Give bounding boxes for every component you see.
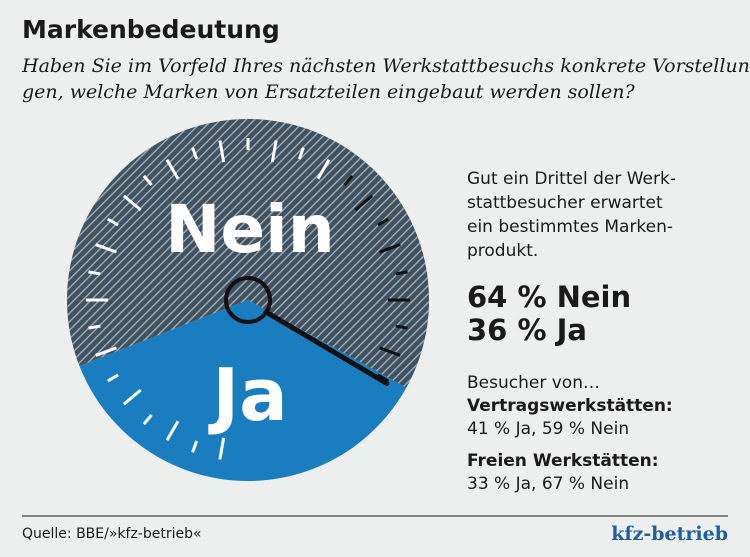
gauge-tick <box>191 147 199 160</box>
details-heading: Besucher von… <box>467 373 600 393</box>
gauge-tick <box>297 147 305 160</box>
gauge-tick <box>95 243 117 254</box>
gauge-tick <box>379 346 401 357</box>
description: produkt. <box>467 241 538 261</box>
brand-logo: kfz-betrieb <box>611 523 728 545</box>
gauge-tick <box>377 373 390 383</box>
description: Gut ein Drittel der Werk- <box>467 169 676 189</box>
detail-label: Freien Werkstätten: <box>467 451 659 471</box>
gauge-tick <box>343 174 354 187</box>
gauge-tick <box>142 413 153 426</box>
gauge-tick <box>218 140 226 163</box>
description: ein bestimmtes Marken- <box>467 217 673 237</box>
slice-label: Ja <box>207 353 287 437</box>
gauge-tick <box>142 174 153 187</box>
gauge-tick <box>106 373 119 383</box>
description: stattbesucher erwartet <box>467 193 663 213</box>
gauge-tick <box>165 158 180 180</box>
gauge-tick <box>95 346 117 357</box>
value-label: 64 % Nein <box>467 280 631 314</box>
gauge-tick <box>395 270 408 276</box>
gauge-tick <box>379 243 401 254</box>
gauge-tick <box>122 194 142 212</box>
gauge-tick <box>270 140 278 163</box>
gauge-tick <box>106 217 119 227</box>
gauge-tick <box>165 420 180 442</box>
subtitle: gen, welche Marken von Ersatzteilen eing… <box>22 81 636 103</box>
subtitle: Haben Sie im Vorfeld Ihres nächsten Werk… <box>21 55 750 77</box>
slice-label: Nein <box>165 191 335 268</box>
gauge-tick <box>218 437 226 460</box>
gauge-tick <box>88 270 101 276</box>
detail-text: 41 % Ja, 59 % Nein <box>467 419 629 439</box>
title: Markenbedeutung <box>22 15 280 44</box>
gauge-tick <box>395 324 408 330</box>
detail-label: Vertragswerkstätten: <box>467 396 673 416</box>
value-label: 36 % Ja <box>467 313 587 347</box>
source: Quelle: BBE/»kfz-betrieb« <box>22 526 202 542</box>
hatching <box>67 119 430 388</box>
detail-text: 33 % Ja, 67 % Nein <box>467 474 629 494</box>
needle <box>263 309 390 386</box>
gauge-tick <box>122 388 142 406</box>
needle-hub <box>224 276 272 324</box>
gauge-tick <box>191 440 199 453</box>
gauge: Nein Ja <box>67 119 430 482</box>
gauge-tick <box>354 194 374 212</box>
gauge-tick <box>377 217 390 227</box>
gauge-tick <box>88 324 101 330</box>
gauge-tick <box>316 158 331 180</box>
